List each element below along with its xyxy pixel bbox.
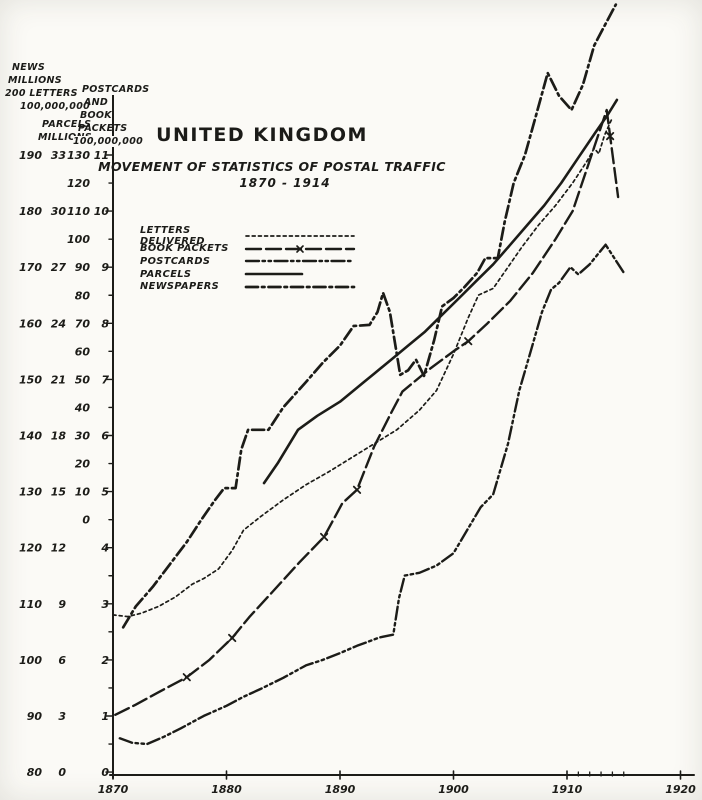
svg-text:3: 3 <box>58 710 66 723</box>
series-parcels <box>262 98 619 485</box>
svg-text:150: 150 <box>19 373 42 386</box>
svg-text:7: 7 <box>101 373 109 386</box>
legend: LETTERS DELIVERED BOOK PACKETS POSTCARDS… <box>140 225 356 293</box>
svg-text:100: 100 <box>67 233 90 246</box>
page-subtitle: MOVEMENT OF STATISTICS OF POSTAL TRAFFIC <box>98 159 446 174</box>
legend-item-book-packets: BOOK PACKETS <box>140 243 356 256</box>
axis-header-letters-unit: 100,000,000 <box>20 101 91 112</box>
svg-text:15: 15 <box>51 486 67 499</box>
svg-text:11: 11 <box>94 149 109 162</box>
svg-text:40: 40 <box>74 401 91 414</box>
legend-item-postcards: POSTCARDS <box>140 255 356 268</box>
legend-label-letters: LETTERS DELIVERED <box>140 225 205 248</box>
axis-header-packets: PACKETS <box>78 123 128 134</box>
svg-text:24: 24 <box>51 317 66 330</box>
postcards-line-sample-icon <box>244 260 356 263</box>
svg-text:1880: 1880 <box>211 783 242 796</box>
svg-text:10: 10 <box>94 205 110 218</box>
svg-text:190: 190 <box>19 149 42 162</box>
svg-text:10: 10 <box>75 486 91 499</box>
svg-text:120: 120 <box>19 542 42 555</box>
svg-text:1870: 1870 <box>98 783 129 796</box>
svg-text:30: 30 <box>75 430 91 443</box>
svg-text:110: 110 <box>67 205 90 218</box>
series-newspapers <box>121 3 618 629</box>
svg-text:1890: 1890 <box>325 783 356 796</box>
y-axis-labels: 1901801701601501401301201101009080333027… <box>19 149 109 779</box>
svg-text:2: 2 <box>101 654 109 667</box>
svg-text:8: 8 <box>101 317 109 330</box>
svg-text:80: 80 <box>75 289 91 302</box>
axis-header-parcels-unit: MILLIONS <box>38 132 92 143</box>
legend-item-letters: LETTERS DELIVERED <box>140 225 356 247</box>
svg-text:30: 30 <box>51 205 67 218</box>
svg-text:9: 9 <box>58 598 66 611</box>
axis-header-news-unit: MILLIONS <box>8 75 62 86</box>
svg-text:12: 12 <box>51 542 67 555</box>
svg-text:80: 80 <box>27 766 43 779</box>
svg-text:6: 6 <box>101 430 109 443</box>
page-period: 1870 - 1914 <box>239 176 331 190</box>
svg-text:130: 130 <box>67 149 90 162</box>
svg-text:180: 180 <box>19 205 42 218</box>
series-letters <box>112 119 613 618</box>
svg-text:140: 140 <box>19 430 42 443</box>
letters-line-sample-icon <box>245 235 355 238</box>
axis-header-postcards: POSTCARDS <box>82 84 150 95</box>
svg-text:1920: 1920 <box>665 783 696 796</box>
svg-text:0: 0 <box>58 766 66 779</box>
svg-text:4: 4 <box>100 542 109 555</box>
svg-text:70: 70 <box>75 317 91 330</box>
newspapers-line-sample-icon <box>244 285 356 289</box>
legend-label-newspapers: NEWSPAPERS <box>140 281 220 293</box>
book-packets-line-sample-icon <box>244 245 356 253</box>
svg-text:1: 1 <box>101 710 109 723</box>
svg-text:21: 21 <box>51 373 66 386</box>
svg-text:6: 6 <box>58 654 66 667</box>
axes <box>105 91 695 780</box>
axis-header-letters: 200 LETTERS <box>5 88 78 99</box>
svg-text:60: 60 <box>75 345 91 358</box>
page-title: UNITED KINGDOM <box>156 124 368 146</box>
svg-text:160: 160 <box>19 317 42 330</box>
legend-item-parcels: PARCELS <box>140 268 356 281</box>
svg-text:100: 100 <box>19 654 42 667</box>
svg-text:18: 18 <box>51 430 67 443</box>
svg-text:130: 130 <box>19 486 42 499</box>
x-axis-labels: 1870 1880 1890 1900 1910 1920 <box>98 783 696 796</box>
legend-label-book-packets: BOOK PACKETS <box>140 243 229 255</box>
legend-label-parcels: PARCELS <box>140 268 192 280</box>
series-book <box>114 108 620 716</box>
axis-header-parcels: PARCELS <box>42 119 92 130</box>
svg-text:1910: 1910 <box>552 783 583 796</box>
svg-text:9: 9 <box>101 261 109 274</box>
legend-item-newspapers: NEWSPAPERS <box>140 280 356 293</box>
svg-text:90: 90 <box>27 710 43 723</box>
axis-header-postcards-unit: 100,000,000 <box>73 136 144 147</box>
axis-header-and: AND <box>84 97 109 108</box>
axis-header-news: NEWS <box>12 62 45 73</box>
svg-text:33: 33 <box>51 149 67 162</box>
svg-text:1900: 1900 <box>438 783 469 796</box>
svg-text:3: 3 <box>101 598 109 611</box>
svg-text:90: 90 <box>75 261 91 274</box>
svg-text:20: 20 <box>75 458 91 471</box>
svg-text:50: 50 <box>75 373 91 386</box>
parcels-line-sample-icon <box>244 272 304 276</box>
svg-text:0: 0 <box>82 514 90 527</box>
axis-header-book: BOOK <box>80 110 112 121</box>
svg-text:0: 0 <box>101 766 109 779</box>
legend-label-postcards: POSTCARDS <box>140 255 211 267</box>
svg-text:27: 27 <box>51 261 67 274</box>
svg-text:170: 170 <box>19 261 42 274</box>
series-postcards <box>118 243 625 746</box>
svg-text:110: 110 <box>19 598 42 611</box>
svg-text:5: 5 <box>101 486 109 499</box>
svg-text:120: 120 <box>67 177 90 190</box>
